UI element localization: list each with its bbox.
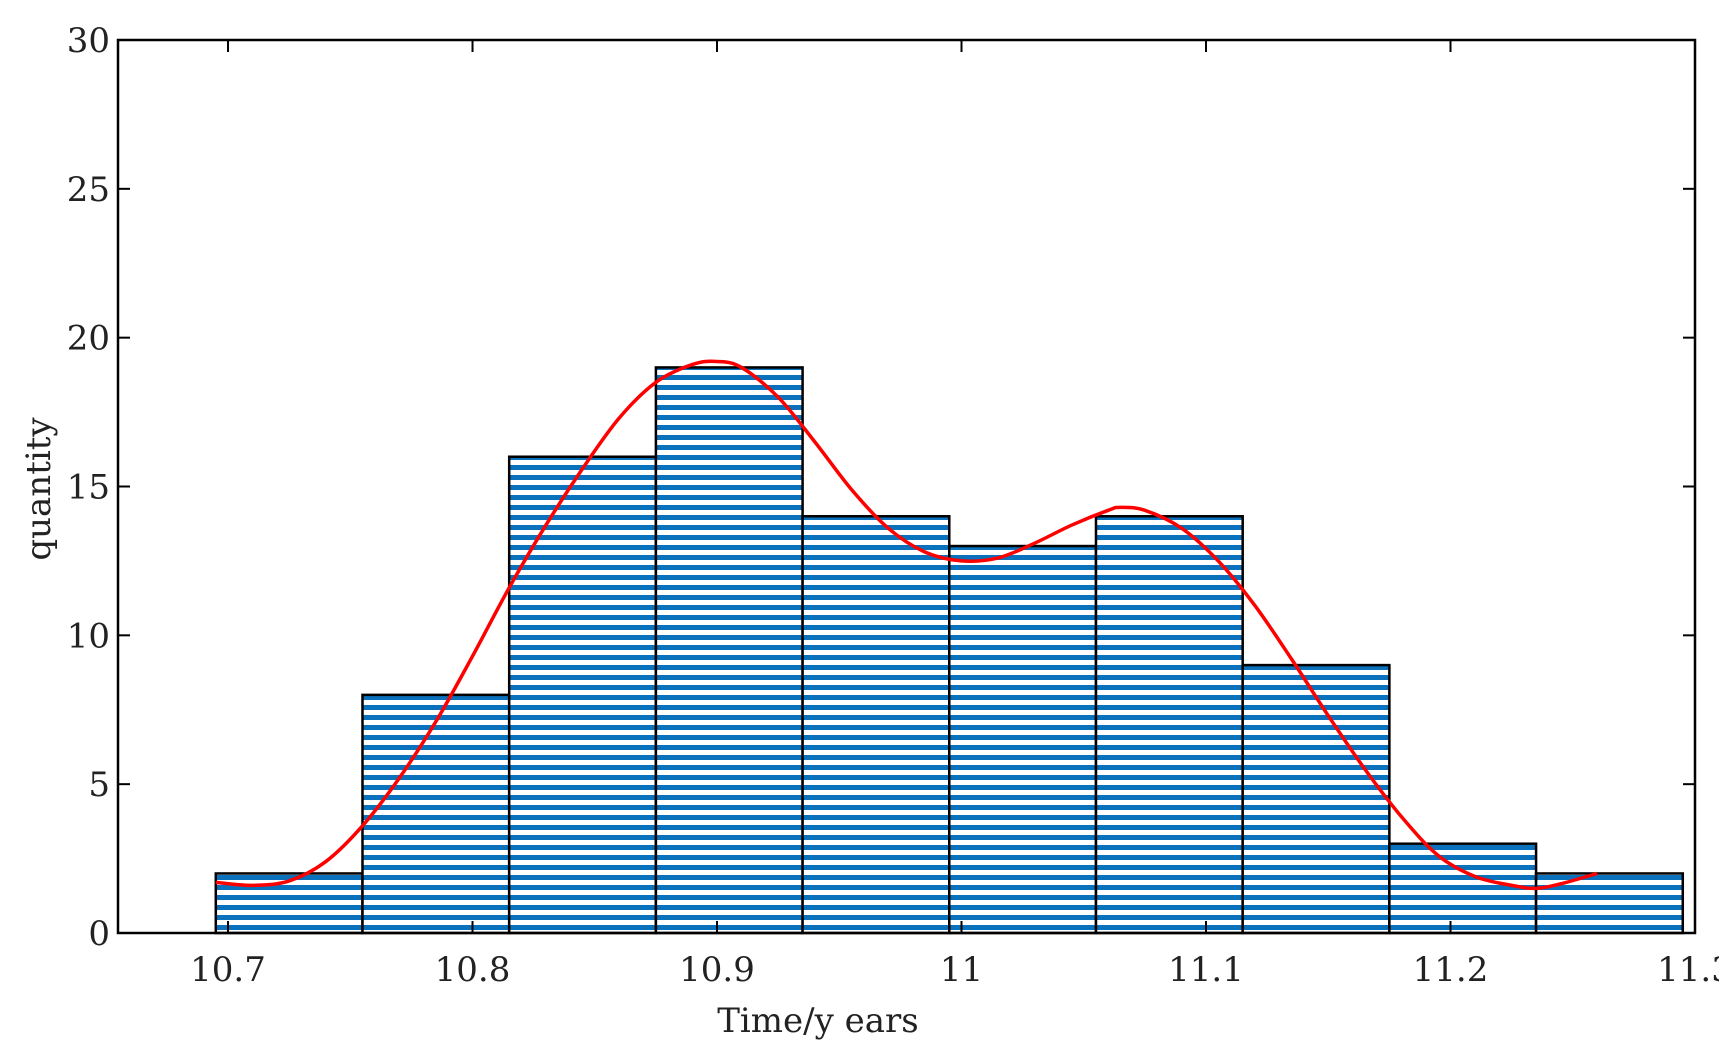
histogram-bar xyxy=(1388,842,1538,935)
x-axis-label: Time/y ears xyxy=(717,1001,918,1041)
y-tick-label: 25 xyxy=(67,170,110,210)
histogram-bar xyxy=(507,455,658,935)
y-tick-label: 10 xyxy=(67,616,110,656)
x-tick-label: 11.2 xyxy=(1413,950,1489,990)
y-axis-label: quantity xyxy=(19,417,59,561)
x-tick-label: 10.7 xyxy=(190,950,266,990)
x-tick-label: 10.9 xyxy=(679,950,755,990)
histogram-bar xyxy=(361,693,511,935)
y-tick-label: 20 xyxy=(67,319,110,359)
x-tick-label: 10.8 xyxy=(435,950,511,990)
histogram-bar xyxy=(948,544,1098,935)
x-tick-label: 11.1 xyxy=(1168,950,1244,990)
x-tick-label: 11 xyxy=(940,950,983,990)
axes-layer: 10.7 10.8 10.9 11 11.1 11.2 11.3 0 5 10 15 20 25 30 xyxy=(67,21,1719,990)
histogram-bar xyxy=(1241,663,1391,935)
y-tick-label: 30 xyxy=(67,21,110,61)
fit-curve-layer xyxy=(215,359,1598,891)
x-tick-label: 11.3 xyxy=(1657,950,1719,990)
histogram-bar xyxy=(654,366,804,935)
bars-layer xyxy=(214,366,1685,935)
y-tick-label: 0 xyxy=(88,914,110,954)
y-tick-label: 5 xyxy=(88,765,110,805)
fit-curve-line xyxy=(215,359,1598,891)
histogram-bar xyxy=(1534,872,1685,935)
y-tick-label: 15 xyxy=(67,468,110,508)
histogram-bar xyxy=(1094,515,1244,935)
histogram-bar xyxy=(801,515,951,935)
